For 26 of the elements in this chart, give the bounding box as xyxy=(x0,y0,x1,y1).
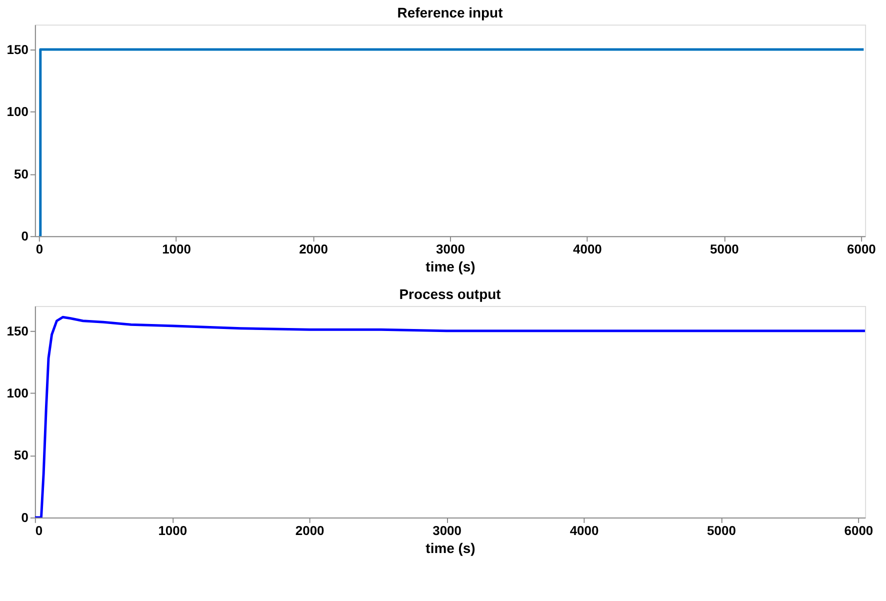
x-tick-label: 0 xyxy=(36,242,44,257)
x-tick-label: 5000 xyxy=(710,242,739,257)
y-tick-label: 50 xyxy=(14,166,28,182)
y-tick-label: 150 xyxy=(6,42,28,57)
x-tick-label: 2000 xyxy=(295,522,324,538)
x-tick-label: 3000 xyxy=(432,522,462,538)
x-tick-label: 4000 xyxy=(570,522,599,538)
x-tick-label: 1000 xyxy=(158,522,188,538)
x-tick-label: 1000 xyxy=(162,242,191,257)
x-tick-label: 4000 xyxy=(573,242,602,257)
y-tick-label: 50 xyxy=(14,448,28,463)
x-axis-title: time (s) xyxy=(426,258,476,275)
x-tick-label: 2000 xyxy=(299,242,328,257)
y-tick-label: 100 xyxy=(6,104,28,120)
x-tick-label: 3000 xyxy=(436,242,465,257)
chart-title: Process output xyxy=(399,286,502,302)
y-tick-label: 150 xyxy=(6,323,28,338)
x-tick-label: 0 xyxy=(35,522,43,538)
chart-title: Reference input xyxy=(397,4,504,21)
y-tick-label: 0 xyxy=(21,228,28,244)
x-tick-label: 6000 xyxy=(847,242,876,257)
y-tick-label: 0 xyxy=(21,510,28,525)
x-tick-label: 6000 xyxy=(844,522,874,538)
x-tick-label: 5000 xyxy=(707,522,736,538)
y-tick-label: 100 xyxy=(6,386,28,401)
x-axis-title: time (s) xyxy=(426,540,476,556)
